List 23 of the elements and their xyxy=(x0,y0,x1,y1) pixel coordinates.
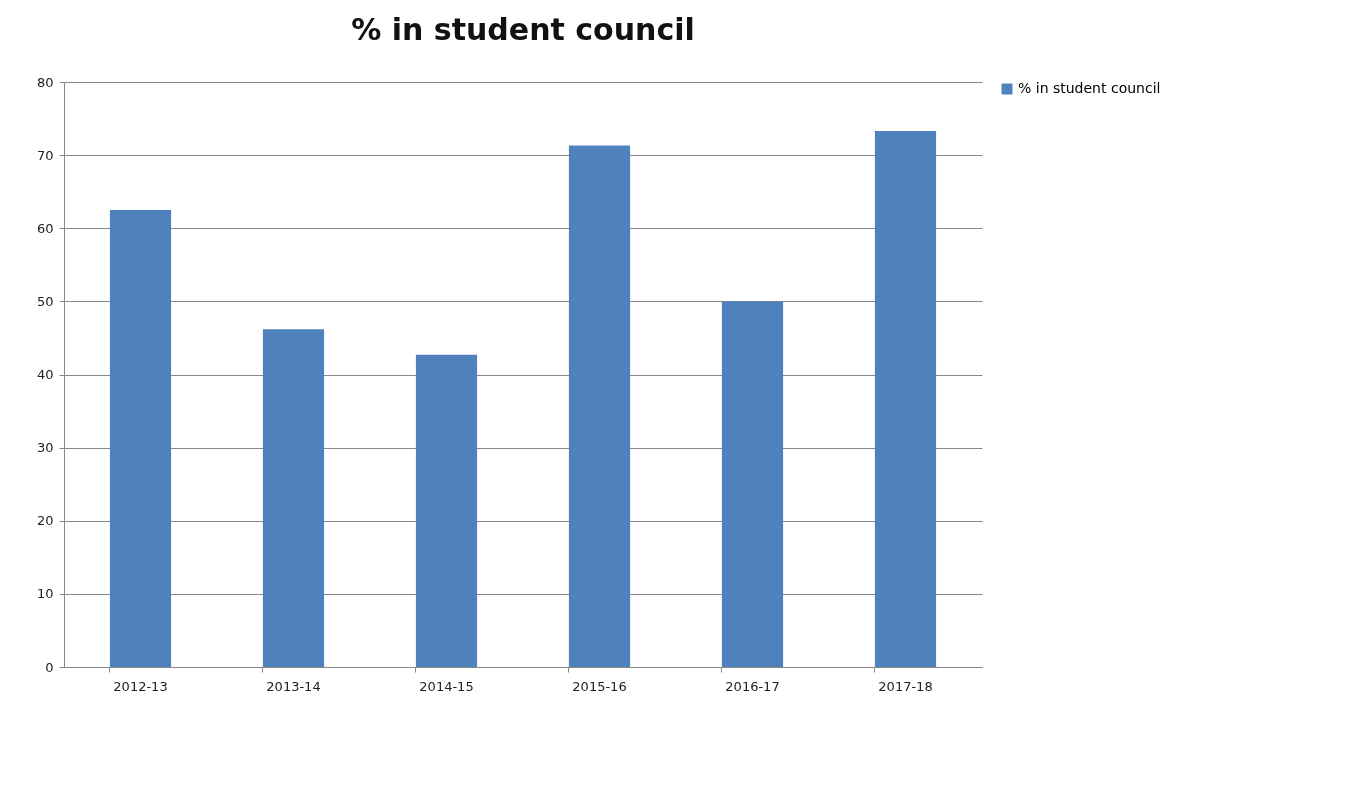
x-tick-label: 2014-15 xyxy=(419,678,474,694)
y-tick-label: 0 xyxy=(45,659,54,675)
x-tick-label: 2016-17 xyxy=(725,678,780,694)
bar xyxy=(721,301,784,667)
y-tick-label: 20 xyxy=(36,513,54,529)
y-tick-label: 70 xyxy=(36,147,54,163)
y-tick-label: 80 xyxy=(36,74,54,90)
bar xyxy=(415,354,478,667)
bar xyxy=(262,329,325,667)
x-tick-label: 2017-18 xyxy=(878,678,933,694)
chart-title: % in student council xyxy=(351,12,695,47)
y-tick-label: 60 xyxy=(36,220,54,236)
bar xyxy=(109,209,172,667)
legend-label: % in student council xyxy=(1018,80,1161,96)
y-tick-label: 10 xyxy=(36,586,54,602)
y-tick-label: 30 xyxy=(36,440,54,456)
x-tick-label: 2015-16 xyxy=(572,678,627,694)
bar xyxy=(874,130,937,667)
bar xyxy=(568,145,631,667)
x-tick-label: 2013-14 xyxy=(266,678,321,694)
y-tick-label: 40 xyxy=(36,367,54,382)
y-tick-label: 50 xyxy=(36,293,54,309)
x-tick-label: 2012-13 xyxy=(113,678,168,694)
